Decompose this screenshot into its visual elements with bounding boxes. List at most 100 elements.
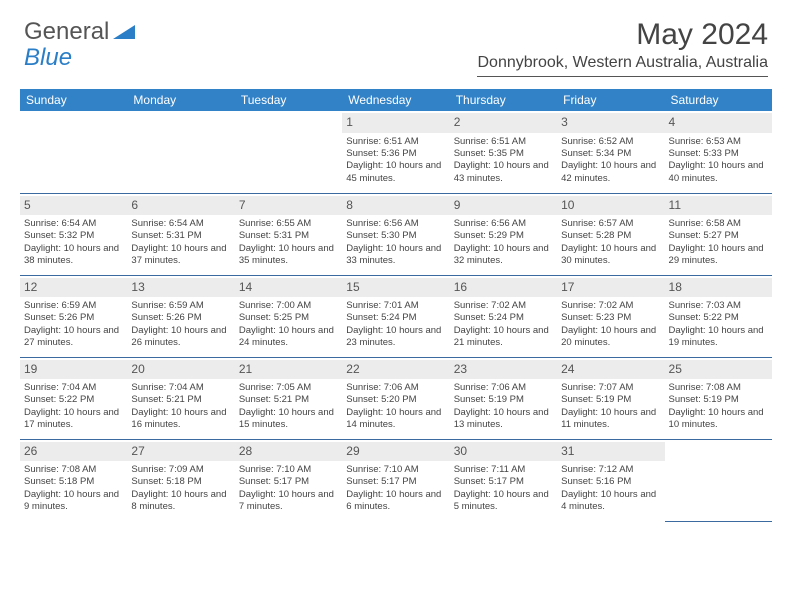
calendar-day-cell: 13Sunrise: 6:59 AMSunset: 5:26 PMDayligh… (127, 275, 234, 357)
day-number: 17 (557, 278, 664, 298)
day-number: 19 (20, 360, 127, 380)
day-number: 6 (127, 196, 234, 216)
calendar-empty-cell (235, 111, 342, 193)
day-header: Monday (127, 89, 234, 111)
day-number: 31 (557, 442, 664, 462)
month-title: May 2024 (477, 18, 768, 52)
day-number: 30 (450, 442, 557, 462)
day-info: Sunrise: 6:58 AMSunset: 5:27 PMDaylight:… (669, 218, 768, 267)
calendar-day-cell: 5Sunrise: 6:54 AMSunset: 5:32 PMDaylight… (20, 193, 127, 275)
calendar-body: 1 Sunrise: 6:51 AMSunset: 5:36 PMDaylight… (20, 111, 772, 521)
day-number: 13 (127, 278, 234, 298)
day-number: 7 (235, 196, 342, 216)
calendar-day-cell: 23Sunrise: 7:06 AMSunset: 5:19 PMDayligh… (450, 357, 557, 439)
day-info: Sunrise: 7:07 AMSunset: 5:19 PMDaylight:… (561, 382, 660, 431)
calendar-day-cell: 12Sunrise: 6:59 AMSunset: 5:26 PMDayligh… (20, 275, 127, 357)
day-info: Sunrise: 6:54 AMSunset: 5:32 PMDaylight:… (24, 218, 123, 267)
logo-triangle-icon (113, 23, 135, 41)
calendar-day-cell: 8Sunrise: 6:56 AMSunset: 5:30 PMDaylight… (342, 193, 449, 275)
calendar-day-cell: 15Sunrise: 7:01 AMSunset: 5:24 PMDayligh… (342, 275, 449, 357)
day-info: Sunrise: 7:02 AMSunset: 5:24 PMDaylight:… (454, 300, 553, 349)
calendar-empty-cell (20, 111, 127, 193)
calendar-day-cell: 30Sunrise: 7:11 AMSunset: 5:17 PMDayligh… (450, 439, 557, 521)
calendar-day-cell: 7Sunrise: 6:55 AMSunset: 5:31 PMDaylight… (235, 193, 342, 275)
day-info: Sunrise: 7:08 AMSunset: 5:19 PMDaylight:… (669, 382, 768, 431)
day-header: Sunday (20, 89, 127, 111)
day-info: Sunrise: 7:10 AMSunset: 5:17 PMDaylight:… (239, 464, 338, 513)
day-info: Sunrise: 6:56 AMSunset: 5:29 PMDaylight:… (454, 218, 553, 267)
calendar-empty-cell (127, 111, 234, 193)
day-number: 26 (20, 442, 127, 462)
day-number: 28 (235, 442, 342, 462)
calendar-day-cell: 22Sunrise: 7:06 AMSunset: 5:20 PMDayligh… (342, 357, 449, 439)
day-info: Sunrise: 6:59 AMSunset: 5:26 PMDaylight:… (24, 300, 123, 349)
title-block: May 2024 Donnybrook, Western Australia, … (477, 18, 768, 77)
day-number: 14 (235, 278, 342, 298)
calendar-day-cell: 6Sunrise: 6:54 AMSunset: 5:31 PMDaylight… (127, 193, 234, 275)
day-info: Sunrise: 7:11 AMSunset: 5:17 PMDaylight:… (454, 464, 553, 513)
day-number: 4 (665, 113, 772, 133)
calendar-header-row: SundayMondayTuesdayWednesdayThursdayFrid… (20, 89, 772, 111)
day-info: Sunrise: 6:57 AMSunset: 5:28 PMDaylight:… (561, 218, 660, 267)
calendar-day-cell: 3 Sunrise: 6:52 AMSunset: 5:34 PMDaylight… (557, 111, 664, 193)
day-number: 2 (450, 113, 557, 133)
calendar-day-cell: 9Sunrise: 6:56 AMSunset: 5:29 PMDaylight… (450, 193, 557, 275)
calendar-day-cell: 19Sunrise: 7:04 AMSunset: 5:22 PMDayligh… (20, 357, 127, 439)
day-info: Sunrise: 6:52 AMSunset: 5:34 PMDaylight:… (561, 136, 660, 185)
day-info: Sunrise: 7:01 AMSunset: 5:24 PMDaylight:… (346, 300, 445, 349)
calendar-week-row: 1 Sunrise: 6:51 AMSunset: 5:36 PMDaylight… (20, 111, 772, 193)
calendar-day-cell: 18Sunrise: 7:03 AMSunset: 5:22 PMDayligh… (665, 275, 772, 357)
day-header: Saturday (665, 89, 772, 111)
day-number: 23 (450, 360, 557, 380)
calendar-day-cell: 28Sunrise: 7:10 AMSunset: 5:17 PMDayligh… (235, 439, 342, 521)
day-number: 25 (665, 360, 772, 380)
calendar-day-cell: 24Sunrise: 7:07 AMSunset: 5:19 PMDayligh… (557, 357, 664, 439)
calendar-week-row: 12Sunrise: 6:59 AMSunset: 5:26 PMDayligh… (20, 275, 772, 357)
logo-line2: Blue (24, 44, 72, 72)
day-info: Sunrise: 6:54 AMSunset: 5:31 PMDaylight:… (131, 218, 230, 267)
calendar-day-cell: 10Sunrise: 6:57 AMSunset: 5:28 PMDayligh… (557, 193, 664, 275)
calendar-day-cell: 2Sunrise: 6:51 AMSunset: 5:35 PMDaylight… (450, 111, 557, 193)
day-info: Sunrise: 7:03 AMSunset: 5:22 PMDaylight:… (669, 300, 768, 349)
day-number: 18 (665, 278, 772, 298)
logo: General (24, 18, 135, 46)
day-number: 16 (450, 278, 557, 298)
calendar-day-cell: 21Sunrise: 7:05 AMSunset: 5:21 PMDayligh… (235, 357, 342, 439)
day-info: Sunrise: 7:06 AMSunset: 5:19 PMDaylight:… (454, 382, 553, 431)
day-info: Sunrise: 7:08 AMSunset: 5:18 PMDaylight:… (24, 464, 123, 513)
calendar-week-row: 26Sunrise: 7:08 AMSunset: 5:18 PMDayligh… (20, 439, 772, 521)
day-info: Sunrise: 7:09 AMSunset: 5:18 PMDaylight:… (131, 464, 230, 513)
day-info: Sunrise: 6:51 AMSunset: 5:36 PMDaylight:… (346, 136, 445, 185)
calendar-day-cell: 1 Sunrise: 6:51 AMSunset: 5:36 PMDaylight… (342, 111, 449, 193)
day-info: Sunrise: 7:12 AMSunset: 5:16 PMDaylight:… (561, 464, 660, 513)
logo-text-2: Blue (24, 44, 72, 71)
day-number: 22 (342, 360, 449, 380)
day-info: Sunrise: 7:10 AMSunset: 5:17 PMDaylight:… (346, 464, 445, 513)
location-text: Donnybrook, Western Australia, Australia (477, 54, 768, 77)
day-number: 3 (557, 113, 664, 133)
calendar-day-cell: 25Sunrise: 7:08 AMSunset: 5:19 PMDayligh… (665, 357, 772, 439)
day-header: Tuesday (235, 89, 342, 111)
calendar-day-cell: 17Sunrise: 7:02 AMSunset: 5:23 PMDayligh… (557, 275, 664, 357)
day-number: 9 (450, 196, 557, 216)
day-info: Sunrise: 6:56 AMSunset: 5:30 PMDaylight:… (346, 218, 445, 267)
calendar-day-cell: 14Sunrise: 7:00 AMSunset: 5:25 PMDayligh… (235, 275, 342, 357)
day-number: 1 (342, 113, 449, 133)
day-number: 11 (665, 196, 772, 216)
day-info: Sunrise: 7:04 AMSunset: 5:22 PMDaylight:… (24, 382, 123, 431)
day-info: Sunrise: 7:04 AMSunset: 5:21 PMDaylight:… (131, 382, 230, 431)
day-header: Thursday (450, 89, 557, 111)
day-header: Friday (557, 89, 664, 111)
calendar-day-cell: 4 Sunrise: 6:53 AMSunset: 5:33 PMDaylight… (665, 111, 772, 193)
calendar-day-cell: 16Sunrise: 7:02 AMSunset: 5:24 PMDayligh… (450, 275, 557, 357)
calendar-empty-cell (665, 439, 772, 521)
calendar-day-cell: 26Sunrise: 7:08 AMSunset: 5:18 PMDayligh… (20, 439, 127, 521)
day-info: Sunrise: 7:02 AMSunset: 5:23 PMDaylight:… (561, 300, 660, 349)
day-number: 10 (557, 196, 664, 216)
calendar-day-cell: 27Sunrise: 7:09 AMSunset: 5:18 PMDayligh… (127, 439, 234, 521)
day-info: Sunrise: 6:53 AMSunset: 5:33 PMDaylight:… (669, 136, 768, 185)
day-number: 5 (20, 196, 127, 216)
day-number: 29 (342, 442, 449, 462)
calendar-day-cell: 31Sunrise: 7:12 AMSunset: 5:16 PMDayligh… (557, 439, 664, 521)
day-info: Sunrise: 6:59 AMSunset: 5:26 PMDaylight:… (131, 300, 230, 349)
